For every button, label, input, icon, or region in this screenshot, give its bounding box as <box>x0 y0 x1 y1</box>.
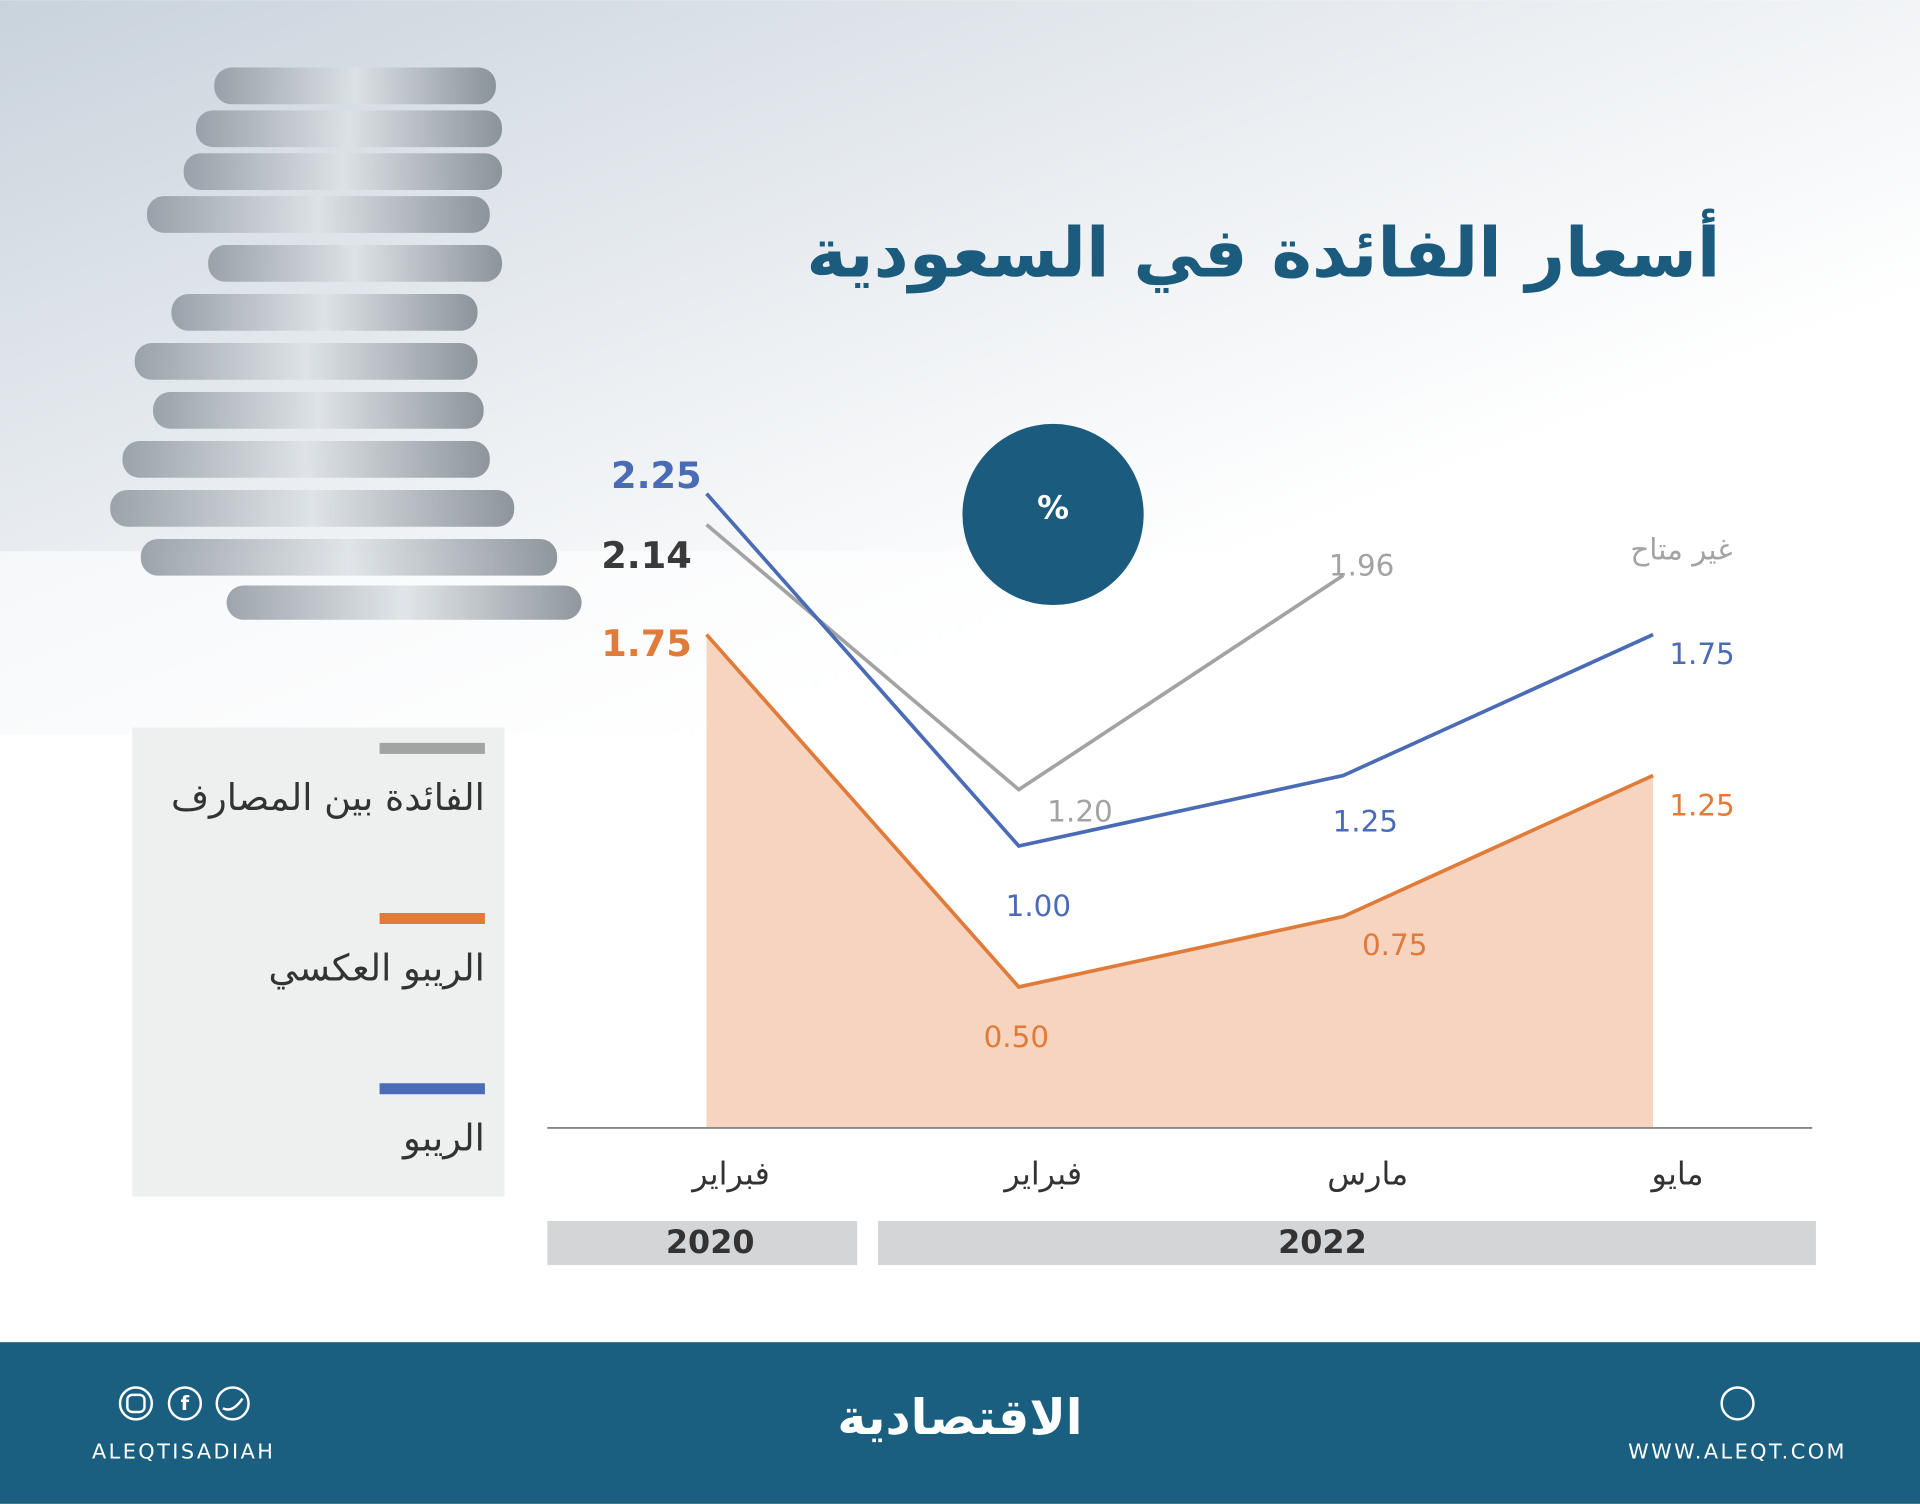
data-label: 2.14 <box>601 534 692 577</box>
svg-text:f: f <box>181 1392 190 1415</box>
chart-title: أسعار الفائدة في السعودية <box>806 208 1720 293</box>
x-tick-label: مايو <box>1650 1155 1704 1193</box>
area <box>706 634 1654 1128</box>
year-label: 2020 <box>666 1223 755 1261</box>
data-label: 0.50 <box>984 1020 1049 1054</box>
background-fade <box>0 551 1920 748</box>
data-label: 1.25 <box>1669 789 1734 823</box>
data-label: 1.75 <box>601 622 692 665</box>
coin-stack <box>110 67 582 620</box>
data-label: 1.75 <box>1669 637 1734 671</box>
data-label: غير متاح <box>1630 533 1732 567</box>
data-label: 1.96 <box>1329 549 1394 583</box>
line <box>705 492 1654 849</box>
legend-label: الريبو <box>401 1117 485 1160</box>
data-label: 0.75 <box>1362 928 1427 962</box>
year-label: 2022 <box>1278 1223 1367 1261</box>
year-bar <box>547 1220 858 1266</box>
line <box>705 633 1654 989</box>
data-label: 1.25 <box>1333 805 1398 839</box>
legend-label: الفائدة بين المصارف <box>171 776 485 819</box>
brand-logo: الاقتصادية <box>837 1389 1082 1446</box>
data-label: 2.25 <box>611 454 702 497</box>
unit-label: % <box>1037 489 1069 527</box>
website: WWW.ALEQT.COM <box>1628 1439 1847 1463</box>
footer <box>0 1342 1920 1504</box>
x-tick-label: فبراير <box>690 1155 770 1193</box>
year-bar <box>877 1220 1816 1266</box>
social-handle: ALEQTISADIAH <box>92 1439 275 1463</box>
legend-label: الريبو العكسي <box>269 946 485 989</box>
unit-badge <box>962 423 1144 606</box>
social-icons: f <box>118 1386 250 1421</box>
plot: فبراير فبراير مارس مايو 2.14 1.20 1.96 غير متاح… <box>601 454 1735 1192</box>
data-label: 1.20 <box>1047 795 1112 829</box>
legend-box <box>132 727 505 1197</box>
legend: الفائدة بين المصارف الريبو العكسي الريبو <box>171 742 485 1160</box>
web-icon <box>1720 1386 1755 1421</box>
x-tick-label: فبراير <box>1002 1155 1082 1193</box>
x-tick-label: مارس <box>1327 1155 1408 1193</box>
data-label: 1.00 <box>1006 889 1071 923</box>
